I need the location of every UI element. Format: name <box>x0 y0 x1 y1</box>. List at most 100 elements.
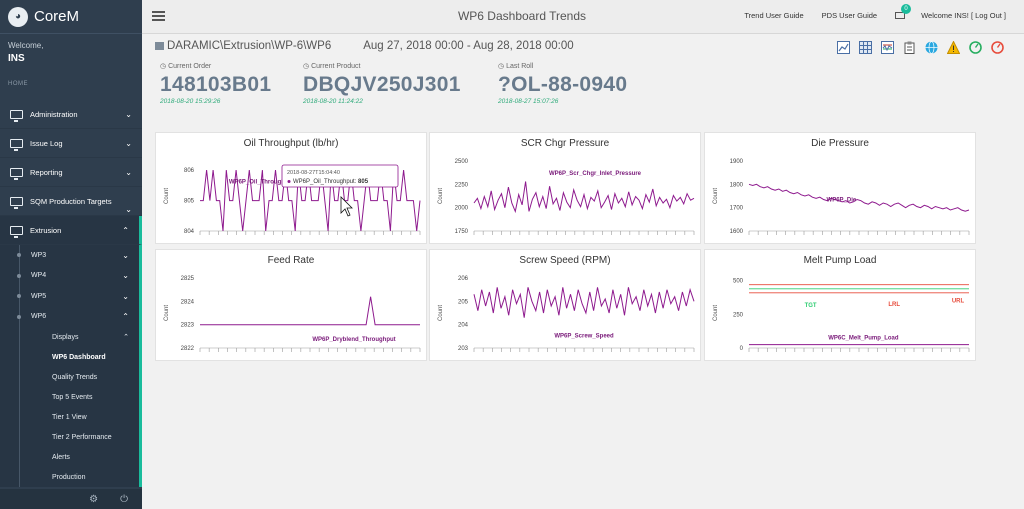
chart-title: SCR Chgr Pressure <box>520 138 610 149</box>
hamburger-menu-icon[interactable] <box>152 11 165 21</box>
mail-icon[interactable]: 0 <box>895 4 912 19</box>
sidebar-item-extrusion[interactable]: Extrusion ⌃ <box>0 216 142 245</box>
pds-user-guide-link[interactable]: PDS User Guide <box>821 11 878 20</box>
bar-chart-icon[interactable] <box>881 41 894 54</box>
chevron-down-icon: ⌄ <box>122 250 129 260</box>
globe-icon[interactable] <box>925 41 938 54</box>
app-name: CoreM <box>34 8 80 25</box>
line-chart-icon[interactable] <box>837 41 850 54</box>
sidebar-item-sqm-production-targets[interactable]: SQM Production Targets ⌄ <box>0 187 142 216</box>
sidebar-item-wp3[interactable]: WP3 ⌄ <box>0 245 142 266</box>
brand[interactable]: ◕ CoreM <box>0 0 142 34</box>
sidebar-item-wp6[interactable]: WP6 ⌃ <box>0 306 142 327</box>
welcome-logout-link[interactable]: Welcome INS! [ Log Out ] <box>921 11 1006 20</box>
chart-svg: Count806805804WP6P_Oil_Throughput2018-08… <box>164 164 421 235</box>
chart-svg: Count 2825 2824 2823 2822 WP6P_Dryblend_Throu… <box>164 276 421 352</box>
info-header: DARAMIC\Extrusion\WP-6\WP6 Aug 27, 2018 … <box>155 40 627 105</box>
table-icon[interactable] <box>859 41 872 54</box>
chart-svg: Count 2500 2250 2000 1750 WP6P_Scr_Chgr_Inlet… <box>438 159 695 235</box>
y-tick-label: 2823 <box>181 323 195 329</box>
chart-svg: Count 1900 1800 1700 1600 WP6P_Die <box>713 159 970 235</box>
chevron-up-icon: ⌃ <box>123 334 129 341</box>
chart-panel[interactable]: Feed Rate Count 2825 2824 2823 2822 WP6P_Drybl… <box>155 249 427 361</box>
sidebar-item-label: Tier 2 Performance <box>52 433 112 441</box>
current-product-stat: ◷ Current Product DBQJV250J301 2018-08-2… <box>303 63 461 105</box>
top-bar: WP6 Dashboard Trends Trend User Guide PD… <box>142 0 1024 34</box>
gauge-red-icon[interactable] <box>991 41 1004 54</box>
sidebar-item-wp6-dashboard[interactable]: WP6 Dashboard <box>0 347 142 367</box>
sidebar-item-label: WP3 <box>31 251 47 259</box>
series-line <box>748 183 970 212</box>
chart-panel[interactable]: Screw Speed (RPM) Count 206 205 204 203 WP6P_S… <box>429 249 701 361</box>
stat-timestamp: 2018-08-20 11:24:22 <box>303 98 363 105</box>
y-axis-label: Count <box>164 188 170 204</box>
sidebar-item-wp4[interactable]: WP4 ⌄ <box>0 265 142 286</box>
clipboard-icon[interactable] <box>903 41 916 54</box>
sidebar-item-label: Issue Log <box>30 138 63 148</box>
stat-value: DBQJV250J301 <box>303 73 461 96</box>
series-label: WP6P_Die <box>827 198 857 204</box>
chart-panel[interactable]: Die Pressure Count 1900 1800 1700 1600 WP6P_Di… <box>704 132 976 244</box>
sidebar-footer: ⚙ ⏻ <box>0 489 142 509</box>
series-label: WP6P_Oil_Throughput <box>229 179 294 185</box>
sidebar-item-label: Reporting <box>30 167 63 177</box>
sidebar-item-label: WP6 <box>31 313 47 321</box>
chart-panel[interactable]: Melt Pump Load Count 500 250 0 WP6C_Melt_Pump… <box>704 249 976 361</box>
sidebar-item-alerts[interactable]: Alerts <box>0 447 142 467</box>
series-label: URL <box>952 299 965 305</box>
sidebar-item-administration[interactable]: Administration ⌄ <box>0 100 142 129</box>
sidebar-item-wp5[interactable]: WP5 ⌄ <box>0 286 142 307</box>
y-tick-label: 2824 <box>181 299 195 305</box>
mail-count-badge: 0 <box>901 4 912 14</box>
series-line <box>200 296 420 326</box>
chart-title: Oil Throughput (lb/hr) <box>243 138 339 149</box>
sidebar-menu: Administration ⌄ Issue Log ⌄ Reporting ⌄… <box>0 100 142 487</box>
sidebar-item-quality-trends[interactable]: Quality Trends <box>0 367 142 387</box>
chart-title: Melt Pump Load <box>803 255 877 266</box>
chevron-down-icon: ⌄ <box>122 291 129 301</box>
chart-panel[interactable]: Oil Throughput (lb/hr) Count 806 805 804 WP6P… <box>155 132 427 244</box>
y-tick-label: 1750 <box>455 229 469 235</box>
chart-title: Screw Speed (RPM) <box>519 255 611 266</box>
sidebar-item-label: Tier 1 View <box>52 413 87 421</box>
y-axis-label: Count <box>438 188 444 204</box>
series-label: WP6P_Screw_Speed <box>554 334 614 340</box>
y-tick-label: 0 <box>740 346 744 352</box>
sidebar-item-tier-1-view[interactable]: Tier 1 View <box>0 407 142 427</box>
chevron-down-icon: ⌄ <box>122 271 129 281</box>
sidebar-item-reporting[interactable]: Reporting ⌄ <box>0 158 142 187</box>
trend-user-guide-link[interactable]: Trend User Guide <box>744 11 804 20</box>
sidebar-item-issue-log[interactable]: Issue Log ⌄ <box>0 129 142 158</box>
last-roll-stat: ◷ Last Roll ?OL-88-0940 2018-08-27 15:07… <box>498 63 628 105</box>
chart-title: Feed Rate <box>267 255 315 266</box>
sidebar-item-label: Production <box>52 473 86 481</box>
y-axis-label: Count <box>438 305 444 321</box>
y-tick-label: 2000 <box>455 206 469 212</box>
series-label: TGT <box>805 303 817 309</box>
power-icon[interactable]: ⏻ <box>120 493 128 505</box>
gauge-green-icon[interactable] <box>969 41 982 54</box>
sidebar-item-tier-2-performance[interactable]: Tier 2 Performance <box>0 427 142 447</box>
sidebar-item-production[interactable]: Production <box>0 467 142 487</box>
sidebar: ◕ CoreM Welcome, INS HOME Administration… <box>0 0 142 509</box>
sidebar-item-label: Top 5 Events <box>52 393 93 401</box>
series-line <box>473 287 695 318</box>
sidebar-item-top-5-events[interactable]: Top 5 Events <box>0 387 142 407</box>
sidebar-item-label: Administration <box>30 109 78 119</box>
sidebar-item-displays[interactable]: Displays ⌃ <box>0 327 142 347</box>
y-tick-label: 250 <box>733 312 744 318</box>
sidebar-item-label: WP4 <box>31 272 47 280</box>
folder-icon <box>155 42 164 50</box>
stat-timestamp: 2018-08-20 15:29:26 <box>160 98 221 105</box>
stat-value: ?OL-88-0940 <box>498 73 628 96</box>
sidebar-item-label: WP6 Dashboard <box>52 353 106 361</box>
gear-icon[interactable]: ⚙ <box>89 493 99 505</box>
tooltip-time: 2018-08-27T15:04:40 <box>287 170 340 176</box>
chart-panel[interactable]: SCR Chgr Pressure Count 2500 2250 2000 1750 WP… <box>429 132 701 244</box>
warning-icon[interactable] <box>947 41 960 54</box>
stat-label: Current Product <box>311 63 361 70</box>
y-tick-label: 500 <box>733 279 744 285</box>
chevron-up-icon: ⌃ <box>122 312 129 322</box>
y-tick-label: 1700 <box>730 206 744 212</box>
y-tick-label: 2825 <box>181 276 195 282</box>
